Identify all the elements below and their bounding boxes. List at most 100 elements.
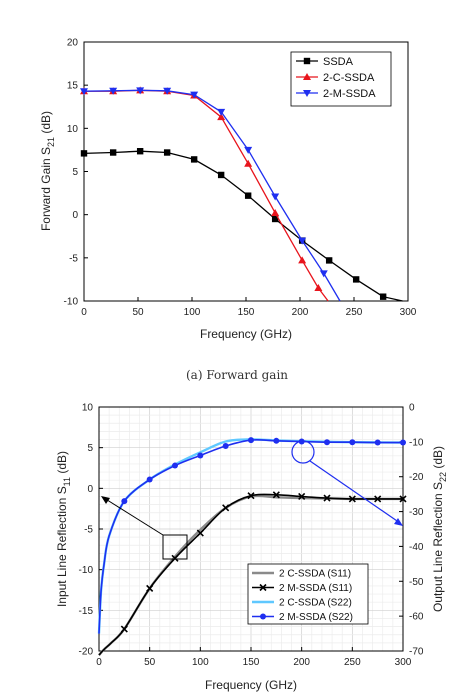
- legend-entry: SSDA: [296, 56, 354, 68]
- data-point: [374, 439, 381, 446]
- chart-b-right-tick-label: -60: [409, 612, 424, 623]
- chart-a-x-tick-label: 50: [132, 307, 144, 318]
- chart-a-plot-frame: [83, 41, 409, 302]
- data-point: [163, 87, 172, 95]
- series-line: [98, 439, 403, 634]
- chart-a-x-axis-label: Frequency (GHz): [200, 327, 292, 341]
- data-point: [109, 87, 118, 95]
- chart-b-right-tick-label: -50: [409, 577, 424, 588]
- data-point: [109, 149, 117, 156]
- data-point: [196, 529, 204, 537]
- s11-arrow-line: [103, 497, 164, 536]
- chart-b-legend: 2 C-SSDA (S11) 2 M-SSDA (S11) 2 C-SSDA (S2…: [247, 563, 369, 625]
- chart-b-left-tick-label: 0: [87, 484, 93, 495]
- data-point: [319, 270, 328, 278]
- chart-a-x-tick-label: 100: [184, 307, 201, 318]
- chart-b-right-y-axis-label: Output Line Reflection S22 (dB): [431, 446, 448, 612]
- chart-a-y-tick-label: 20: [67, 38, 79, 49]
- data-point: [163, 149, 171, 156]
- legend-label: 2 M-SSDA (S11): [279, 583, 352, 594]
- chart-a-series-2-m-ssda: [80, 87, 341, 302]
- data-point: [171, 554, 179, 562]
- data-point: [273, 437, 280, 444]
- data-point: [120, 625, 128, 633]
- legend-entry: 2 M-SSDA (S22): [252, 612, 353, 623]
- chart-b-x-axis-label: Frequency (GHz): [205, 678, 297, 692]
- data-point: [222, 504, 230, 512]
- chart-a-x-tick-label: 0: [81, 307, 87, 318]
- chart-b-series: [97, 437, 407, 656]
- chart-b-right-tick-label: -70: [409, 647, 424, 658]
- legend-entry: 2-C-SSDA: [296, 72, 375, 84]
- chart-b-x-tick-label: 100: [192, 657, 209, 668]
- data-point: [217, 113, 226, 121]
- s11-zoom-box: [162, 534, 188, 560]
- chart-a: 0 50 100 150 200 250 300 -10 -5 0 5 10 15 20 Frequenc…: [39, 38, 417, 383]
- chart-a-y-tick-label: -5: [69, 253, 78, 264]
- chart-b-right-tick-label: 0: [409, 403, 415, 414]
- chart-b-left-y-axis-label: Input Line Reflection S11 (dB): [55, 451, 72, 607]
- chart-b-x-tick-label: 0: [96, 657, 102, 668]
- data-point: [349, 439, 356, 446]
- chart-a-x-tick-label: 150: [238, 307, 255, 318]
- data-point: [379, 293, 387, 300]
- data-point: [248, 437, 254, 444]
- data-point: [298, 256, 307, 264]
- data-point: [314, 284, 323, 292]
- data-point: [352, 276, 360, 283]
- legend-marker: [303, 90, 311, 97]
- legend-label: 2 C-SSDA (S11): [279, 569, 351, 580]
- chart-b-series-1: [98, 491, 407, 656]
- data-point: [217, 108, 226, 116]
- s22-arrow-line: [309, 460, 401, 524]
- s22-zoom-circle: [291, 440, 315, 464]
- legend-marker: [303, 57, 311, 65]
- legend-marker: [260, 613, 266, 620]
- data-point: [271, 193, 280, 201]
- chart-a-x-tick-label: 200: [292, 307, 309, 318]
- s11-arrowhead: [101, 496, 110, 504]
- data-point: [197, 452, 204, 459]
- data-point: [222, 443, 229, 450]
- chart-a-y-tick-label: 5: [72, 167, 78, 178]
- data-point: [146, 584, 154, 592]
- s22-arrowhead: [394, 518, 403, 526]
- chart-b-left-tick-label: -15: [79, 606, 94, 617]
- chart-a-y-axis-label: Forward Gain S21 (dB): [39, 111, 56, 231]
- data-point: [298, 492, 306, 501]
- data-point: [190, 156, 198, 163]
- data-point: [244, 192, 252, 199]
- data-point: [121, 498, 128, 505]
- data-point: [400, 439, 406, 446]
- data-point: [244, 146, 253, 154]
- chart-b-left-tick-label: 10: [82, 403, 94, 414]
- data-point: [374, 495, 382, 503]
- data-point: [324, 439, 330, 446]
- legend-entry: 2 C-SSDA (S11): [252, 569, 351, 580]
- chart-b-x-tick-label: 50: [144, 657, 156, 668]
- chart-b-series-3: [98, 437, 406, 634]
- data-point: [323, 494, 331, 502]
- chart-b-right-tick-label: -40: [409, 542, 424, 553]
- chart-a-y-tick-label: 0: [72, 210, 78, 221]
- chart-b-plot-frame: [98, 406, 404, 652]
- data-point: [272, 491, 280, 499]
- chart-b-right-tick-label: -10: [409, 437, 424, 448]
- data-point: [80, 88, 88, 96]
- data-point: [399, 495, 407, 503]
- chart-b-left-tick-label: -20: [79, 647, 94, 658]
- legend-marker: [303, 73, 311, 80]
- data-point: [244, 159, 253, 167]
- chart-b-annotations: [101, 440, 403, 560]
- data-point: [217, 171, 225, 179]
- legend-label: 2-C-SSDA: [323, 72, 375, 84]
- legend-label: 2 M-SSDA (S22): [279, 612, 353, 623]
- legend-label: 2 C-SSDA (S22): [279, 598, 352, 609]
- chart-b-x-tick-label: 150: [243, 657, 260, 668]
- legend-marker: [259, 583, 267, 592]
- legend-entry: 2-M-SSDA: [296, 88, 376, 100]
- data-point: [271, 215, 279, 223]
- chart-a-y-tick-label: -10: [64, 297, 79, 308]
- data-point: [136, 148, 144, 155]
- legend-entry: 2 C-SSDA (S22): [252, 598, 352, 609]
